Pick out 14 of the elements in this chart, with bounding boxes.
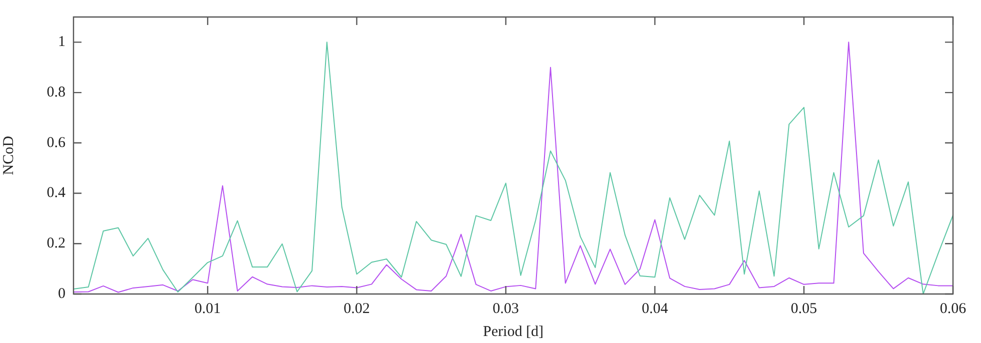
y-tick-label: 1	[58, 34, 66, 50]
y-tick-label: 0.6	[46, 134, 66, 151]
x-tick-label: 0.02	[344, 300, 370, 317]
y-tick-label: 0.2	[46, 236, 66, 252]
x-axis-title: Period [d]	[483, 324, 544, 340]
y-axis-title: NCoD	[0, 136, 17, 176]
x-tick-label: 0.01	[194, 300, 221, 317]
y-tick-label: 0.4	[46, 185, 66, 202]
y-tick-label: 0	[58, 286, 66, 302]
x-tick-label: 0.06	[940, 300, 967, 317]
y-tick-label: 0.8	[46, 84, 66, 100]
x-tick-label: 0.03	[492, 300, 519, 317]
x-tick-label: 0.05	[790, 300, 818, 317]
x-tick-label: 0.04	[642, 300, 668, 317]
